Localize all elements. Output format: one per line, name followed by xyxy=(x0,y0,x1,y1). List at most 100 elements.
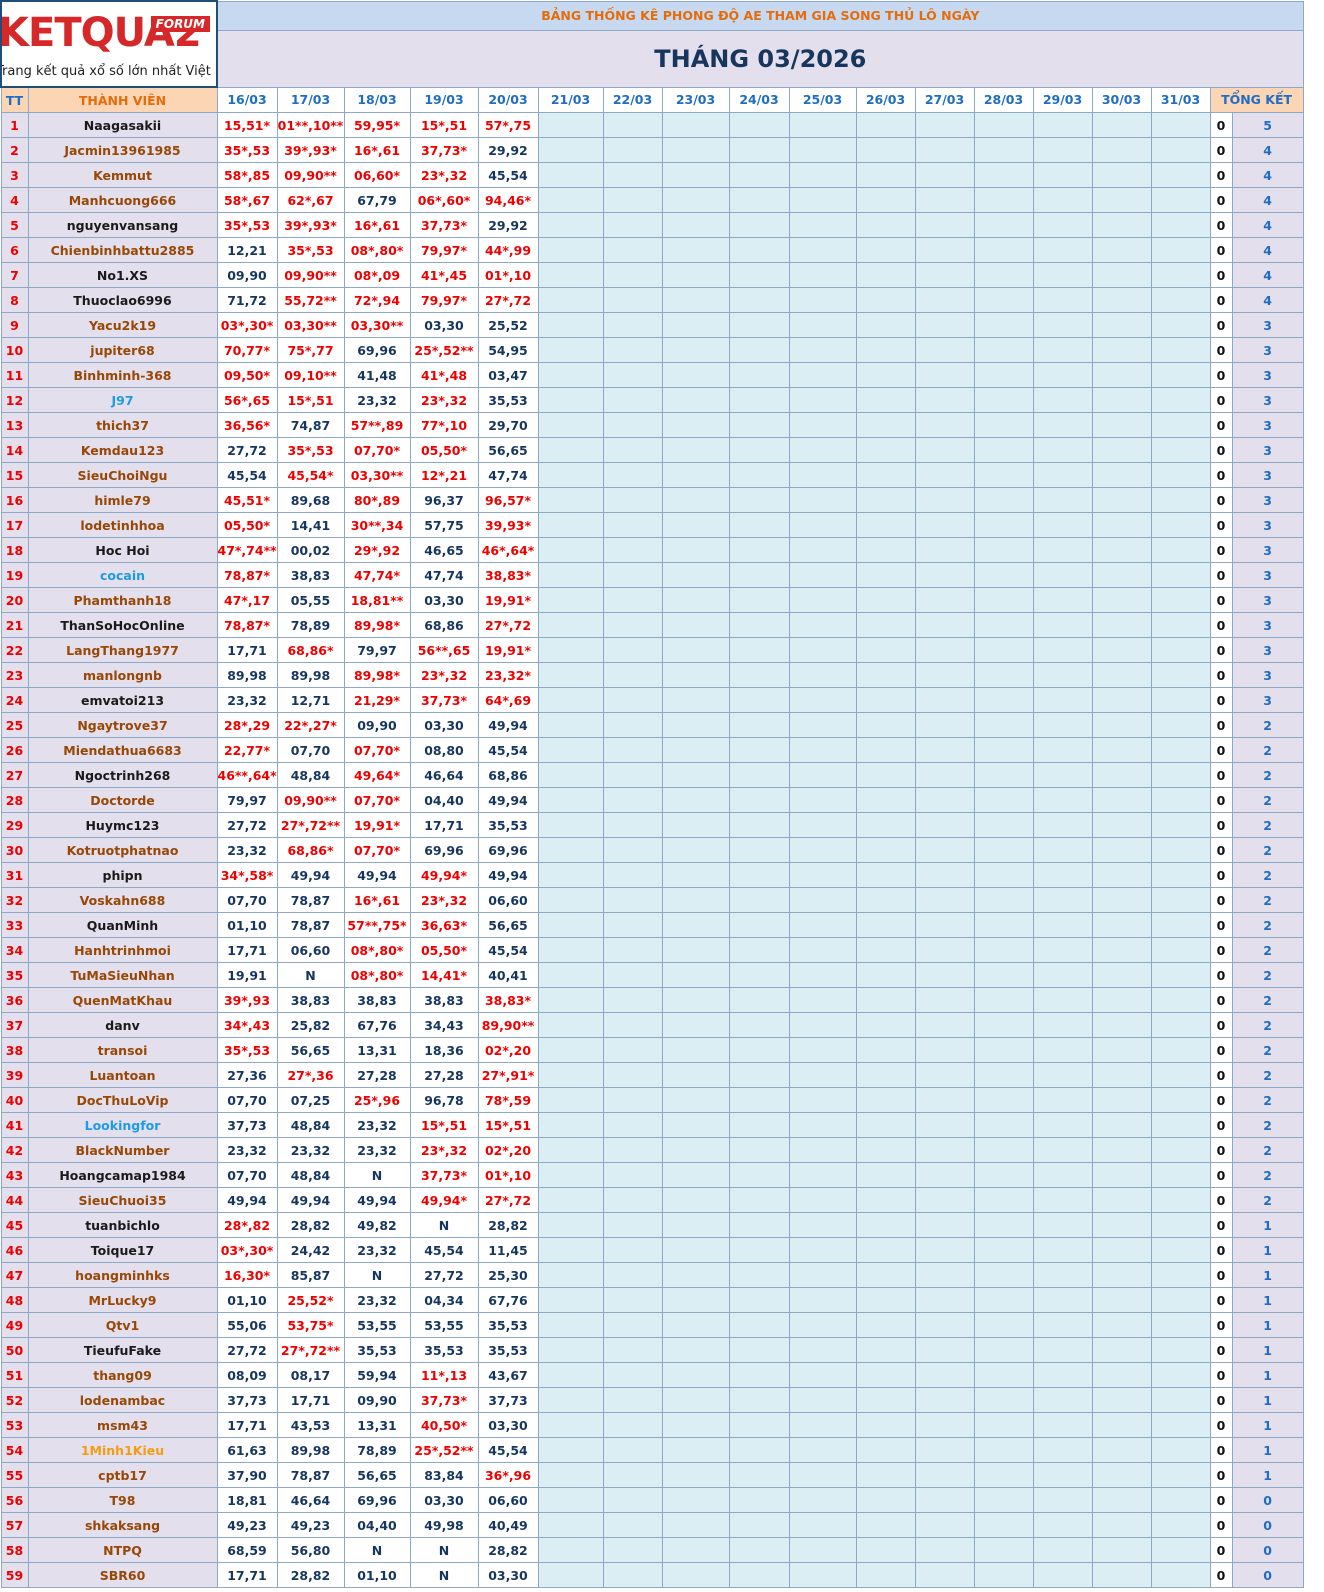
empty-cell xyxy=(602,587,663,613)
empty-cell xyxy=(855,962,916,988)
empty-cell xyxy=(602,187,663,213)
empty-cell xyxy=(602,237,663,263)
total: 1 xyxy=(1231,1312,1304,1338)
empty-cell xyxy=(661,1362,730,1388)
empty-cell xyxy=(537,1062,604,1088)
empty-cell xyxy=(537,962,604,988)
day-result: 29,70 xyxy=(477,412,539,438)
empty-cell xyxy=(1032,487,1093,513)
empty-cell xyxy=(788,762,857,788)
total: 3 xyxy=(1231,412,1304,438)
empty-cell xyxy=(788,562,857,588)
day-result: 27,36 xyxy=(216,1062,278,1088)
empty-cell xyxy=(728,1487,790,1513)
day-result: 17,71 xyxy=(216,1412,278,1438)
day-result: 59,95* xyxy=(343,112,411,138)
empty-cell xyxy=(788,437,857,463)
day-result: 45,54 xyxy=(477,737,539,763)
empty-cell xyxy=(973,137,1034,163)
empty-cell xyxy=(788,412,857,438)
day-result: 46*,64* xyxy=(477,537,539,563)
empty-cell xyxy=(1032,1062,1093,1088)
day-result: 23,32 xyxy=(216,687,278,713)
column-header: 24/03 xyxy=(728,86,790,113)
total: 5 xyxy=(1231,112,1304,138)
member-name: nguyenvansang xyxy=(27,212,218,238)
total: 3 xyxy=(1231,437,1304,463)
row-index: 14 xyxy=(0,437,29,463)
miss-count: 0 xyxy=(1209,1212,1233,1238)
total: 3 xyxy=(1231,462,1304,488)
day-result: 49,23 xyxy=(216,1512,278,1538)
member-name: Hoc Hoi xyxy=(27,537,218,563)
miss-count: 0 xyxy=(1209,212,1233,238)
day-result: 37,73 xyxy=(216,1387,278,1413)
day-result: 28*,29 xyxy=(216,712,278,738)
empty-cell xyxy=(537,1537,604,1563)
empty-cell xyxy=(1150,562,1211,588)
empty-cell xyxy=(914,337,975,363)
miss-count: 0 xyxy=(1209,162,1233,188)
empty-cell xyxy=(728,1562,790,1588)
empty-cell xyxy=(537,1037,604,1063)
day-result: 07,70 xyxy=(216,1087,278,1113)
empty-cell xyxy=(914,1237,975,1263)
empty-cell xyxy=(661,1312,730,1338)
total: 2 xyxy=(1231,1062,1304,1088)
empty-cell xyxy=(1150,387,1211,413)
empty-cell xyxy=(788,1212,857,1238)
day-result: 13,31 xyxy=(343,1412,411,1438)
day-result: 35,53 xyxy=(477,1337,539,1363)
empty-cell xyxy=(602,562,663,588)
empty-cell xyxy=(602,1312,663,1338)
empty-cell xyxy=(1150,1337,1211,1363)
empty-cell xyxy=(914,587,975,613)
empty-cell xyxy=(914,1187,975,1213)
row-index: 19 xyxy=(0,562,29,588)
empty-cell xyxy=(1032,1212,1093,1238)
empty-cell xyxy=(914,937,975,963)
day-result: N xyxy=(343,1537,411,1563)
day-result: 78,87* xyxy=(216,562,278,588)
day-result: 46,64 xyxy=(409,762,479,788)
member-name: jupiter68 xyxy=(27,337,218,363)
empty-cell xyxy=(602,787,663,813)
day-result: 09,90** xyxy=(276,787,345,813)
day-result: 05,50* xyxy=(409,437,479,463)
empty-cell xyxy=(788,287,857,313)
row-index: 53 xyxy=(0,1412,29,1438)
empty-cell xyxy=(602,1162,663,1188)
row-index: 54 xyxy=(0,1437,29,1463)
total: 0 xyxy=(1231,1487,1304,1513)
total: 2 xyxy=(1231,1162,1304,1188)
member-name: TuMaSieuNhan xyxy=(27,962,218,988)
day-result: 83,84 xyxy=(409,1462,479,1488)
total: 1 xyxy=(1231,1462,1304,1488)
empty-cell xyxy=(914,237,975,263)
logo: KETQUA2 FORUM Trang kết quả xổ số lớn nh… xyxy=(0,0,218,88)
empty-cell xyxy=(855,137,916,163)
empty-cell xyxy=(728,1087,790,1113)
miss-count: 0 xyxy=(1209,412,1233,438)
miss-count: 0 xyxy=(1209,312,1233,338)
empty-cell xyxy=(537,1462,604,1488)
day-result: 16,30* xyxy=(216,1262,278,1288)
empty-cell xyxy=(855,662,916,688)
empty-cell xyxy=(1091,462,1152,488)
day-result: 68,86* xyxy=(276,837,345,863)
empty-cell xyxy=(602,962,663,988)
empty-cell xyxy=(1091,412,1152,438)
day-result: 49,94* xyxy=(409,862,479,888)
day-result: 22*,27* xyxy=(276,712,345,738)
empty-cell xyxy=(973,162,1034,188)
day-result: 39,93* xyxy=(477,512,539,538)
empty-cell xyxy=(1032,987,1093,1013)
day-result: 39*,93 xyxy=(216,987,278,1013)
empty-cell xyxy=(1032,1512,1093,1538)
day-result: 68,59 xyxy=(216,1537,278,1563)
day-result: 09,90** xyxy=(276,162,345,188)
day-result: 45,54 xyxy=(477,1437,539,1463)
empty-cell xyxy=(1091,962,1152,988)
day-result: 27*,72 xyxy=(477,1187,539,1213)
day-result: 68,86 xyxy=(409,612,479,638)
